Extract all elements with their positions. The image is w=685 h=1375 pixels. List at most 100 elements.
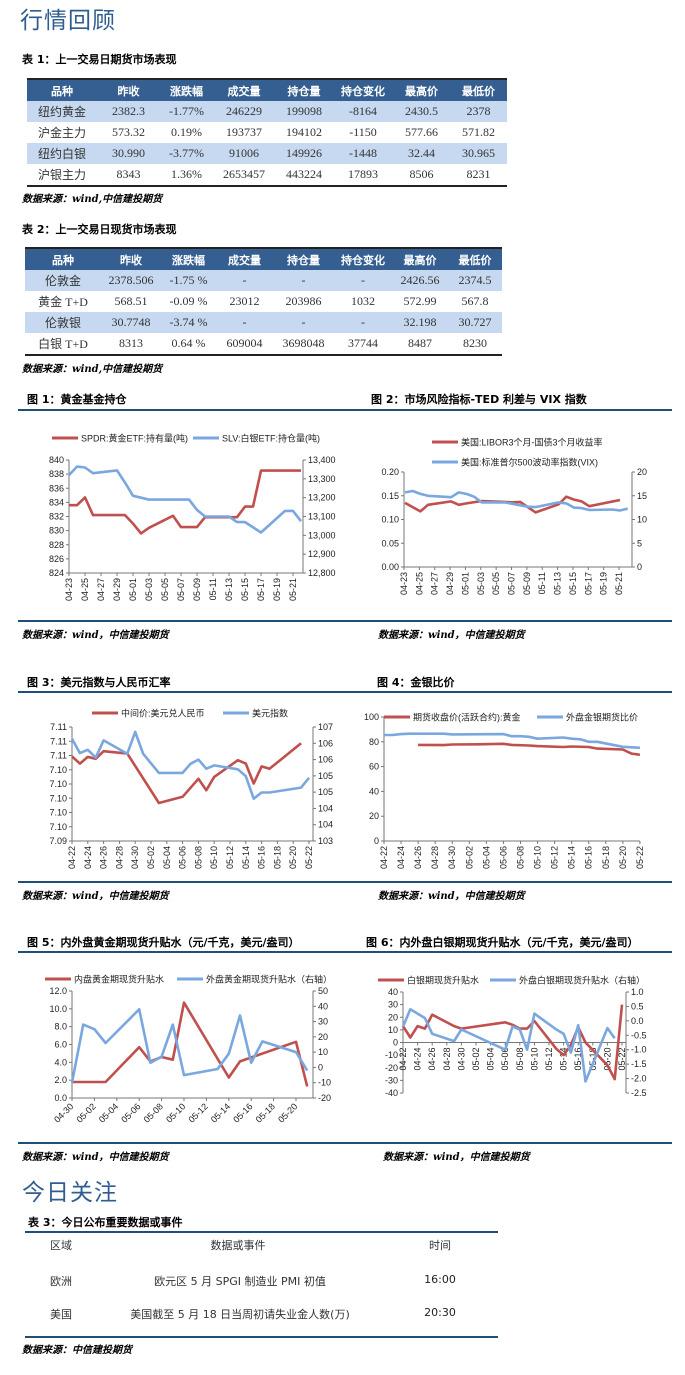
table-row: 伦敦金 2378.506 -1.75 % - - -2426.56 2374.5 — [25, 270, 502, 291]
figure3-title: 图 3：美元指数与人民币汇率 — [27, 676, 171, 689]
x-tick-label: 05-12 — [550, 846, 560, 869]
cell-value: 203986 — [285, 294, 322, 308]
table2-caption: 表 2：上一交易日现货市场表现 — [22, 223, 177, 236]
x-tick-label: 05-03 — [144, 578, 154, 601]
y-tick-label-right: 12,800 — [308, 568, 336, 578]
col-header: 品种 — [25, 248, 101, 270]
cell-value: 8487 — [408, 336, 432, 350]
event-region: 欧洲 — [50, 1275, 72, 1288]
x-tick-label: 05-14 — [241, 846, 251, 869]
divider — [25, 1231, 498, 1233]
col-header: 持仓变化 — [334, 248, 392, 270]
col-header: 昨收 — [101, 248, 161, 270]
y-tick-label-left: 828 — [49, 540, 64, 550]
chart-4: 100 80 60 40 20 004-22 04-24 04-26 04-28 04-30 05-… — [364, 712, 645, 870]
cell-value: 609004 — [226, 336, 263, 350]
series-line-1 — [404, 495, 621, 514]
x-tick-label: 04-26 — [413, 846, 423, 869]
y-tick-label-left: 80 — [369, 737, 379, 747]
x-tick-label: 05-14 — [559, 1048, 569, 1071]
divider — [18, 1142, 672, 1144]
cell-value: -0.09 % — [169, 294, 208, 308]
y-tick-label-left: 7.10 — [49, 808, 67, 818]
x-tick-label: 05-06 — [178, 846, 188, 869]
series-line-1 — [401, 1004, 624, 1081]
row-label: 纽约白银 — [27, 143, 97, 164]
y-tick-label-right: 50 — [318, 986, 328, 996]
y-tick-label-right: 13,000 — [308, 530, 336, 540]
divider — [25, 1336, 498, 1338]
y-tick-label-left: 838 — [49, 469, 64, 479]
x-tick-label: 05-04 — [162, 846, 172, 869]
table-header-row: 品种 昨收 涨跌幅 成交量 持仓量 持仓变化 最高价 最低价 — [25, 248, 502, 270]
legend-label: 美元指数 — [252, 708, 288, 719]
x-tick-label: 04-23 — [64, 578, 74, 601]
cell-value: 571.82 — [462, 125, 495, 139]
row-label: 黄金 T+D — [38, 295, 88, 309]
x-tick-label: 04-26 — [99, 846, 109, 869]
cell-value: -3.77% — [160, 143, 213, 164]
x-tick-label: 05-04 — [486, 1048, 496, 1071]
cell-value: 577.66 — [405, 125, 438, 139]
figure6-title: 图 6：内外盘白银期现货升贴水（元/千克，美元/盎司） — [366, 936, 639, 949]
x-tick-label: 05-21 — [288, 578, 298, 601]
x-tick-label: 04-30 — [52, 1101, 75, 1124]
y-tick-label-right: -1.0 — [631, 1045, 647, 1055]
cell-value: 199098 — [275, 101, 333, 122]
x-tick-label: 05-22 — [635, 846, 645, 869]
x-tick-label: 05-22 — [617, 1048, 627, 1071]
x-tick-label: 04-28 — [114, 846, 124, 869]
x-tick-label: 05-05 — [160, 578, 170, 601]
cell-value: -8164 — [333, 101, 393, 122]
cell-value: -1448 — [333, 143, 393, 164]
cell-value: 194102 — [286, 125, 322, 139]
y-tick-label-right: 12,900 — [308, 549, 336, 559]
cell-value: 8231 — [466, 167, 491, 181]
y-tick-label-left: 0.05 — [381, 538, 399, 548]
event-time: 16:00 — [424, 1273, 456, 1286]
row-label: 沪金主力 — [37, 126, 86, 140]
cell-value: 8313 — [119, 336, 143, 350]
y-tick-label-left: 7.11 — [50, 736, 67, 746]
x-tick-label: 05-06 — [498, 846, 508, 869]
y-tick-label-left: 100 — [364, 712, 379, 722]
table-row: 白银 T+D 8313 0.64 % 609004 3698048 37744 8487 82… — [25, 333, 502, 355]
x-tick-label: 04-27 — [96, 578, 106, 601]
figure3-source: 数据来源：wind，中信建投期货 — [22, 891, 169, 902]
legend-label: SLV:白银ETF:持仓量(吨) — [222, 433, 320, 444]
x-tick-label: 05-11 — [537, 572, 547, 594]
table-header-row: 品种 昨收 涨跌幅 成交量 持仓量 持仓变化 最高价 最低价 — [27, 79, 507, 101]
y-tick-label-left: 0.15 — [381, 491, 399, 501]
y-tick-label-right: 105 — [318, 771, 333, 781]
section-title-today: 今日关注 — [22, 1180, 118, 1206]
legend-label: 外盘白银期现货升贴水（右轴） — [519, 975, 645, 986]
col-header-time: 时间 — [429, 1239, 451, 1252]
figure1-source: 数据来源：wind，中信建投期货 — [22, 630, 169, 641]
cell-value: 3698048 — [282, 336, 325, 350]
cell-value: 443224 — [286, 167, 322, 181]
y-tick-label-right: 0.5 — [631, 1001, 644, 1011]
y-tick-label-right: 105 — [318, 787, 333, 797]
y-tick-label-left: 10 — [388, 1025, 398, 1035]
row-label: 纽约黄金 — [27, 101, 97, 122]
legend-label: 期货收盘价(活跃合约):黄金 — [413, 712, 521, 723]
cell-value: - — [334, 270, 392, 291]
figure1-title: 图 1：黄金基金持仓 — [27, 393, 127, 406]
x-tick-label: 05-03 — [476, 572, 486, 595]
y-tick-label-right: 13,100 — [308, 512, 336, 522]
x-tick-label: 05-12 — [186, 1101, 209, 1124]
spot-table: 品种 昨收 涨跌幅 成交量 持仓量 持仓变化 最高价 最低价 伦敦金 2378.5… — [25, 247, 502, 356]
x-tick-label: 05-16 — [573, 1048, 583, 1071]
y-tick-label-right: 1.0 — [631, 987, 644, 997]
series-line-1 — [72, 1001, 309, 1087]
cell-value: 8230 — [463, 336, 487, 350]
divider — [18, 951, 672, 953]
y-tick-label-right: -0.5 — [631, 1030, 647, 1040]
y-tick-label-left: 826 — [49, 554, 64, 564]
y-tick-label-right: 13,400 — [308, 455, 336, 465]
figure5-source: 数据来源：wind，中信建投期货 — [22, 1152, 169, 1163]
figure5-title: 图 5：内外盘黄金期现货升贴水（元/千克，美元/盎司） — [27, 936, 300, 949]
figure4-source: 数据来源：wind，中信建投期货 — [378, 891, 525, 902]
x-tick-label: 05-20 — [288, 846, 298, 869]
y-tick-label-left: 20 — [369, 811, 379, 821]
